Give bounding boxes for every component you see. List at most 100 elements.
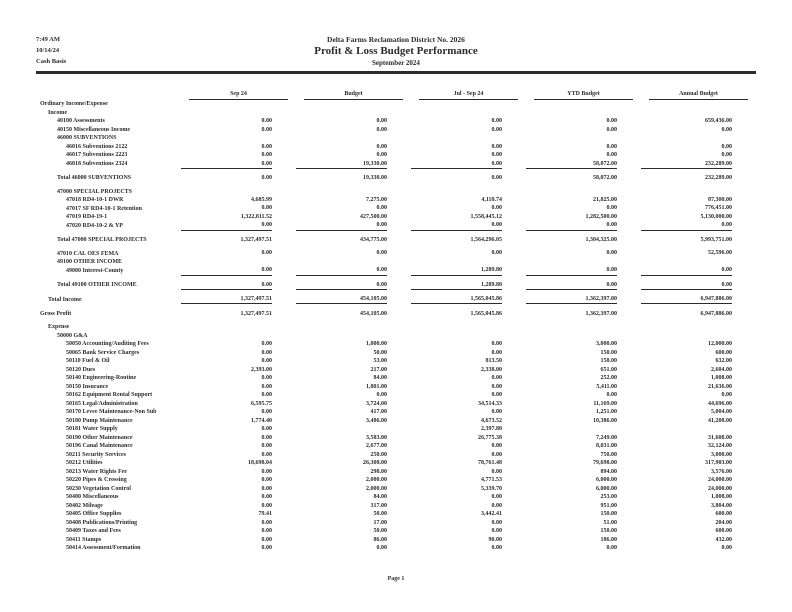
row-value-cell: 5,339.70 [411, 484, 526, 493]
column-header-label: YTD Budget [534, 91, 633, 100]
row-value-cell: 12,000.00 [641, 340, 756, 349]
row-value: 0.00 [261, 341, 273, 347]
row-value-cell: 150.00 [526, 510, 641, 519]
row-value: 17.00 [373, 519, 388, 526]
table-row: 50170 Levee Maintenance-Non Sub 0.00 417.0… [36, 408, 756, 417]
row-value: 298.00 [370, 468, 388, 475]
row-value: 26,308.00 [363, 460, 387, 466]
row-value: 0.00 [261, 434, 273, 441]
row-value: 1,304,325.00 [585, 236, 618, 243]
row-value-cell: 1,327,497.51 [181, 295, 296, 305]
row-label: 50165 Legal/Administration [66, 400, 138, 407]
row-value: 26,775.38 [478, 434, 502, 441]
row-label: 50110 Fuel & Oil [66, 358, 110, 365]
row-value: 600.00 [715, 349, 733, 356]
row-value-cell: 659,436.00 [641, 117, 756, 126]
generated-date: 10/14/24 [36, 47, 60, 54]
table-row: 50213 Water Rights Fee 0.00 298.00 0.00 894.… [36, 467, 756, 476]
row-value: 0.00 [491, 375, 503, 381]
report-title: Profit & Loss Budget Performance [314, 45, 478, 57]
row-label: 50050 Accounting/Auditing Fees [66, 341, 149, 348]
row-label: 50220 Pipes & Crossing [66, 477, 127, 484]
row-label: Ordinary Income/Expense [40, 101, 108, 108]
row-value: 31,608.00 [708, 434, 732, 441]
row-value-cell [296, 258, 411, 267]
row-value-cell: 5,130,000.00 [641, 213, 756, 222]
row-value-cell: 78,761.48 [411, 459, 526, 468]
row-value-cell: 951.00 [526, 501, 641, 510]
row-value-cell: 0.00 [526, 204, 641, 213]
row-value-cell [526, 323, 641, 332]
row-value: 3,576.00 [711, 468, 732, 475]
table-row: 50220 Pipes & Crossing 0.00 2,000.00 4,771.… [36, 476, 756, 485]
row-value-cell: 0.00 [411, 450, 526, 459]
row-label: 50230 Vegetation Control [66, 485, 131, 492]
row-value: 0.00 [721, 126, 733, 133]
row-label: Expense [48, 324, 70, 331]
row-value: 632.00 [715, 358, 733, 364]
row-value: 5,411.00 [596, 383, 617, 390]
row-value-cell: 7,275.00 [296, 196, 411, 205]
row-value [411, 187, 502, 195]
row-value-cell: 0.00 [181, 266, 296, 276]
table-row: 50140 Engineering-Routine 0.00 84.00 0.00 25… [36, 374, 756, 383]
table-row: 50120 Dues 2,393.00 217.00 2,338.00 651.00 2,… [36, 365, 756, 374]
row-value-cell: 232,289.00 [641, 174, 756, 183]
table-row: 50065 Bank Service Charges 0.00 50.00 0.00 1… [36, 348, 756, 357]
row-value-cell: 158.00 [526, 357, 641, 366]
row-label: 50400 Miscellaneous [66, 494, 119, 501]
table-row: 50211 Security Services 0.00 250.00 0.00 750… [36, 450, 756, 459]
row-value: 217.00 [370, 366, 388, 373]
row-value-cell: 44,696.00 [641, 399, 756, 408]
row-label: 50213 Water Rights Fee [66, 468, 127, 475]
row-label: 47020 RD4-10-2 & YP [66, 223, 123, 230]
row-value-cell: 3,576.00 [641, 467, 756, 476]
column-header-label: Jul - Sep 24 [419, 91, 518, 100]
row-value-cell [181, 109, 296, 118]
row-value [296, 258, 387, 266]
row-value: 0.00 [261, 143, 273, 150]
row-value: 0.00 [261, 409, 273, 415]
table-row: 50162 Equipment Rental Support 0.00 0.00 0.… [36, 391, 756, 400]
column-header-ytd-budget: YTD Budget [526, 84, 641, 100]
table-row: 50196 Canal Maintenance 0.00 2,677.00 0.00 8… [36, 442, 756, 451]
table-row: 47018 RD4-10-1 DWR 4,685.99 7,275.00 4,110.… [36, 196, 756, 205]
row-value: 0.00 [721, 545, 733, 551]
row-value: 4,110.74 [481, 196, 502, 203]
row-value-cell: 1,000.00 [296, 340, 411, 349]
row-value-cell: 2,338.00 [411, 365, 526, 374]
table-row: 50400 Miscellaneous 0.00 84.00 0.00 253.00 1,… [36, 493, 756, 502]
row-value [641, 323, 732, 331]
table-row: 50414 Assessment/Formation 0.00 0.00 0.00 0.… [36, 544, 756, 553]
row-label: 47018 RD4-10-1 DWR [66, 197, 124, 204]
row-value-cell: 53.00 [296, 357, 411, 366]
row-value-cell: 0.00 [181, 143, 296, 152]
row-value: 32,124.00 [708, 443, 732, 449]
row-value: 5,339.70 [481, 485, 502, 492]
row-value: 0.00 [641, 281, 732, 291]
row-value: 0.00 [181, 221, 272, 231]
row-value: 6,000.00 [596, 477, 617, 483]
row-value-cell [526, 109, 641, 118]
row-value-cell [411, 109, 526, 118]
row-value: 10,386.00 [593, 417, 617, 424]
row-value: 951.00 [600, 502, 618, 509]
row-label: 50162 Equipment Rental Support [66, 392, 153, 399]
row-value: 78,761.48 [478, 460, 502, 466]
row-value-cell: 1,008.00 [641, 374, 756, 383]
row-value: 4,771.53 [481, 477, 502, 483]
row-value-cell: 150.00 [526, 527, 641, 536]
row-value: 52,596.00 [708, 250, 732, 257]
row-value: 0.00 [261, 118, 273, 125]
row-label: 46018 Subventions 2324 [66, 161, 128, 168]
table-row: 47000 SPECIAL PROJECTS [36, 187, 756, 196]
row-value: 1,322,811.52 [240, 213, 272, 220]
row-value: 44,696.00 [708, 400, 732, 407]
row-value [526, 425, 617, 433]
row-value-cell: 0.00 [181, 174, 296, 183]
row-value-cell: 0.00 [296, 117, 411, 126]
row-value: 0.00 [261, 349, 273, 356]
row-value-cell: 1,362,397.00 [526, 295, 641, 305]
row-value: 79,698.00 [593, 460, 617, 466]
row-value [181, 109, 272, 117]
